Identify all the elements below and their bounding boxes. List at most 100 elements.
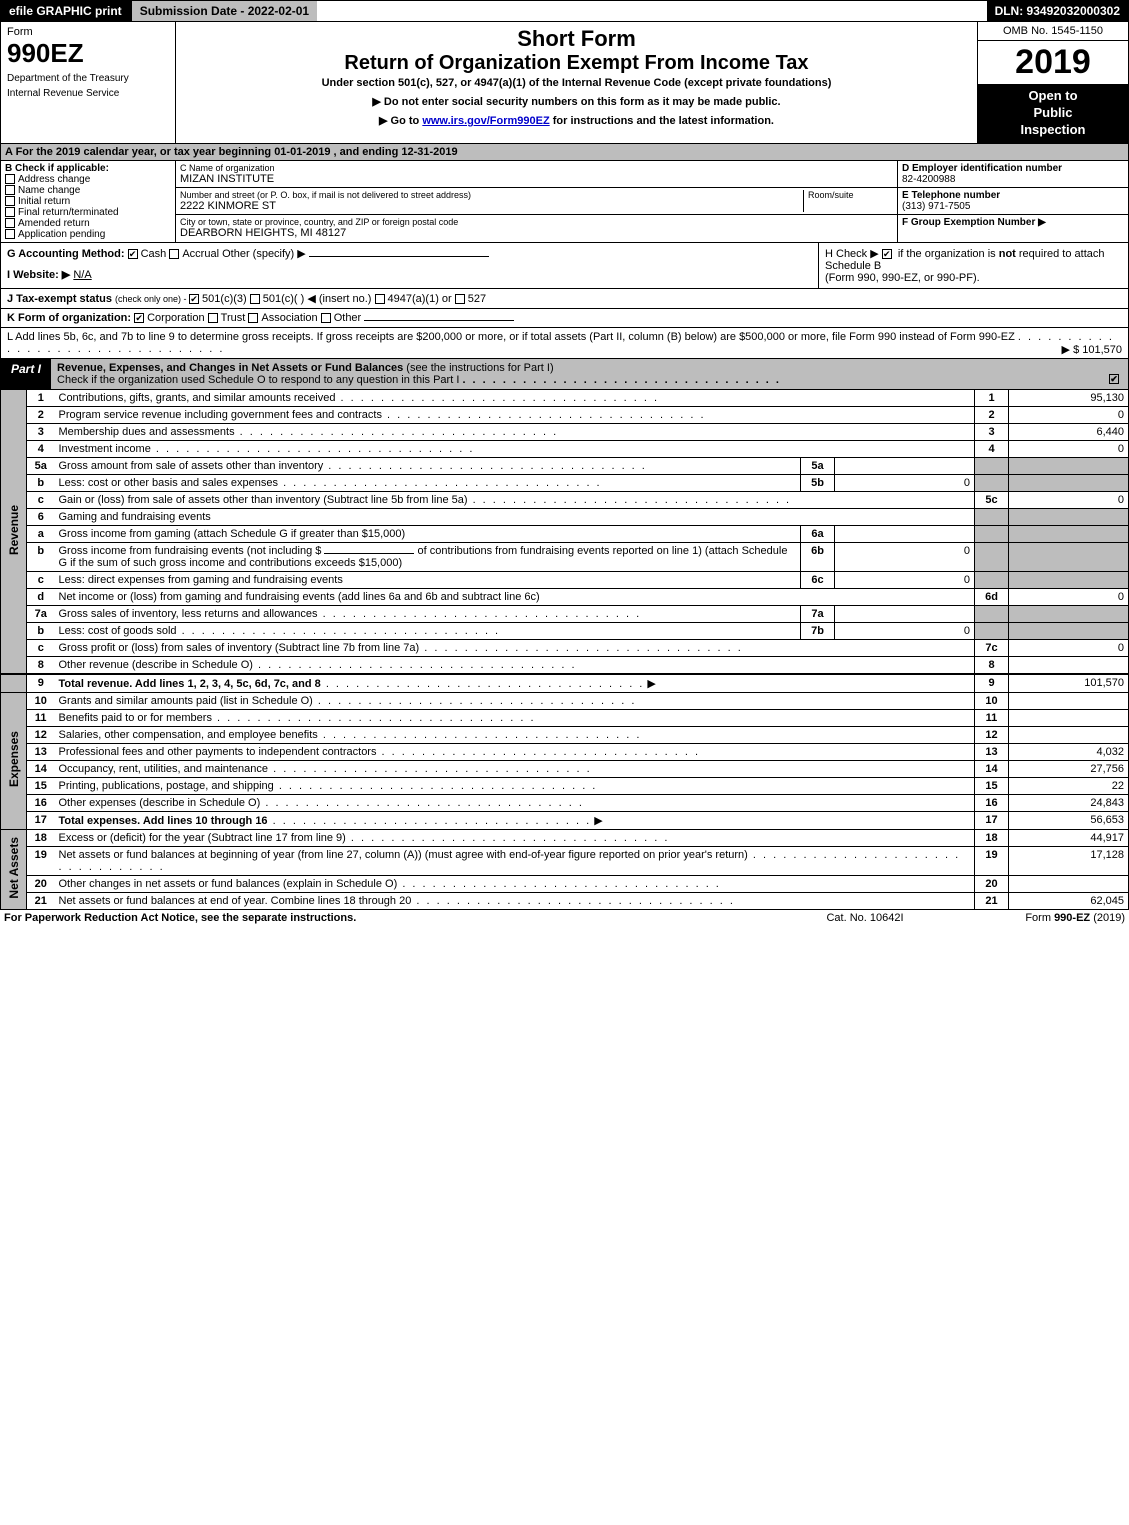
topbar-spacer <box>317 1 986 21</box>
header-mid: Short Form Return of Organization Exempt… <box>176 22 978 143</box>
open-line3: Inspection <box>980 122 1126 139</box>
dots-p1 <box>462 374 781 386</box>
return-title: Return of Organization Exempt From Incom… <box>182 52 971 75</box>
website-value: N/A <box>73 269 91 281</box>
c-name-label: C Name of organization <box>180 163 893 173</box>
f-group-block: F Group Exemption Number ▶ <box>898 215 1128 230</box>
part-1-header: Part I Revenue, Expenses, and Changes in… <box>0 359 1129 390</box>
e-tel-block: E Telephone number (313) 971-7505 <box>898 188 1128 215</box>
e-tel-label: E Telephone number <box>902 190 1124 201</box>
h-text4: (Form 990, 990-EZ, or 990-PF). <box>825 272 980 284</box>
side-net-assets: Net Assets <box>1 829 27 909</box>
irs-link[interactable]: www.irs.gov/Form990EZ <box>422 115 549 127</box>
i-label: I Website: ▶ <box>7 269 70 281</box>
checkbox-accrual[interactable] <box>169 249 179 259</box>
row-6c: c Less: direct expenses from gaming and … <box>1 571 1129 588</box>
row-7b: b Less: cost of goods sold 7b 0 <box>1 622 1129 639</box>
submission-date-label: Submission Date - 2022-02-01 <box>130 1 317 21</box>
b-opt-final: Final return/terminated <box>5 207 171 218</box>
l-text: L Add lines 5b, 6c, and 7b to line 9 to … <box>7 331 1015 343</box>
checkbox-association[interactable] <box>248 313 258 323</box>
checkbox-trust[interactable] <box>208 313 218 323</box>
org-city: DEARBORN HEIGHTS, MI 48127 <box>180 227 893 239</box>
g-other: Other (specify) ▶ <box>222 248 306 260</box>
checkbox-501c[interactable] <box>250 294 260 304</box>
row-5b: b Less: cost or other basis and sales ex… <box>1 474 1129 491</box>
row-6d: d Net income or (loss) from gaming and f… <box>1 588 1129 605</box>
row-12: 12 Salaries, other compensation, and emp… <box>1 726 1129 743</box>
section-a-calendar-year: A For the 2019 calendar year, or tax yea… <box>0 144 1129 161</box>
k-other-line <box>364 320 514 321</box>
k-label: K Form of organization: <box>7 312 131 324</box>
section-def: D Employer identification number 82-4200… <box>898 161 1128 242</box>
row-11: 11 Benefits paid to or for members 11 <box>1 709 1129 726</box>
form-header: Form 990EZ Department of the Treasury In… <box>0 22 1129 144</box>
checkbox-cash[interactable] <box>128 249 138 259</box>
b-opt-amended: Amended return <box>5 218 171 229</box>
checkbox-application-pending[interactable] <box>5 229 15 239</box>
open-line1: Open to <box>980 88 1126 105</box>
row-7c: c Gross profit or (loss) from sales of i… <box>1 639 1129 656</box>
side-revenue: Revenue <box>1 390 27 674</box>
checkbox-schedule-o[interactable] <box>1109 374 1119 384</box>
header-left: Form 990EZ Department of the Treasury In… <box>1 22 176 143</box>
row-2: 2 Program service revenue including gove… <box>1 406 1129 423</box>
row-5a: 5a Gross amount from sale of assets othe… <box>1 457 1129 474</box>
b-opt-pending: Application pending <box>5 229 171 240</box>
row-14: 14 Occupancy, rent, utilities, and maint… <box>1 760 1129 777</box>
row-17: 17 Total expenses. Add lines 10 through … <box>1 811 1129 829</box>
row-19: 19 Net assets or fund balances at beginn… <box>1 846 1129 875</box>
revenue-table: Revenue 1 Contributions, gifts, grants, … <box>0 390 1129 910</box>
section-b: B Check if applicable: Address change Na… <box>1 161 176 242</box>
b-opt-initial: Initial return <box>5 196 171 207</box>
h-text1: H Check ▶ <box>825 248 882 260</box>
checkbox-other[interactable] <box>321 313 331 323</box>
checkbox-address-change[interactable] <box>5 174 15 184</box>
row-21: 21 Net assets or fund balances at end of… <box>1 892 1129 909</box>
checkbox-corporation[interactable] <box>134 313 144 323</box>
g-accounting: G Accounting Method: Cash Accrual Other … <box>1 243 818 288</box>
6b-amount-line <box>324 553 414 554</box>
checkbox-527[interactable] <box>455 294 465 304</box>
footer-left: For Paperwork Reduction Act Notice, see … <box>4 912 765 924</box>
h-not: not <box>999 248 1016 260</box>
c-city-block: City or town, state or province, country… <box>176 215 897 241</box>
h-text2: if the organization is <box>898 248 999 260</box>
efile-print-label: efile GRAPHIC print <box>1 1 130 21</box>
dept-treasury: Department of the Treasury <box>7 73 169 84</box>
row-6a: a Gross income from gaming (attach Sched… <box>1 525 1129 542</box>
checkbox-4947[interactable] <box>375 294 385 304</box>
row-16: 16 Other expenses (describe in Schedule … <box>1 794 1129 811</box>
row-20: 20 Other changes in net assets or fund b… <box>1 875 1129 892</box>
k-row: K Form of organization: Corporation Trus… <box>0 309 1129 328</box>
c-city-label: City or town, state or province, country… <box>180 217 893 227</box>
tel-value: (313) 971-7505 <box>902 201 1124 212</box>
top-bar: efile GRAPHIC print Submission Date - 20… <box>0 0 1129 22</box>
row-1: Revenue 1 Contributions, gifts, grants, … <box>1 390 1129 407</box>
url-note: ▶ Go to www.irs.gov/Form990EZ for instru… <box>182 114 971 127</box>
row-3: 3 Membership dues and assessments 3 6,44… <box>1 423 1129 440</box>
d-ein-label: D Employer identification number <box>902 163 1124 174</box>
row-10: Expenses 10 Grants and similar amounts p… <box>1 692 1129 709</box>
b-opt-name: Name change <box>5 185 171 196</box>
row-6: 6 Gaming and fundraising events <box>1 508 1129 525</box>
row-13: 13 Professional fees and other payments … <box>1 743 1129 760</box>
c-street-label: Number and street (or P. O. box, if mail… <box>180 190 803 200</box>
row-9: 9 Total revenue. Add lines 1, 2, 3, 4, 5… <box>1 674 1129 693</box>
g-label: G Accounting Method: <box>7 248 125 260</box>
checkbox-name-change[interactable] <box>5 185 15 195</box>
short-form-title: Short Form <box>182 26 971 52</box>
c-street-block: Number and street (or P. O. box, if mail… <box>176 188 897 215</box>
checkbox-h[interactable] <box>882 249 892 259</box>
checkbox-final-return[interactable] <box>5 207 15 217</box>
ein-value: 82-4200988 <box>902 174 1124 185</box>
checkbox-amended-return[interactable] <box>5 218 15 228</box>
b-opt-address: Address change <box>5 174 171 185</box>
ssn-note: ▶ Do not enter social security numbers o… <box>182 95 971 108</box>
j-label: J Tax-exempt status <box>7 293 112 305</box>
checkbox-501c3[interactable] <box>189 294 199 304</box>
i-website-row: I Website: ▶ N/A <box>7 268 812 281</box>
checkbox-initial-return[interactable] <box>5 196 15 206</box>
row-6b: b Gross income from fundraising events (… <box>1 542 1129 571</box>
footer-cat-no: Cat. No. 10642I <box>765 912 965 924</box>
